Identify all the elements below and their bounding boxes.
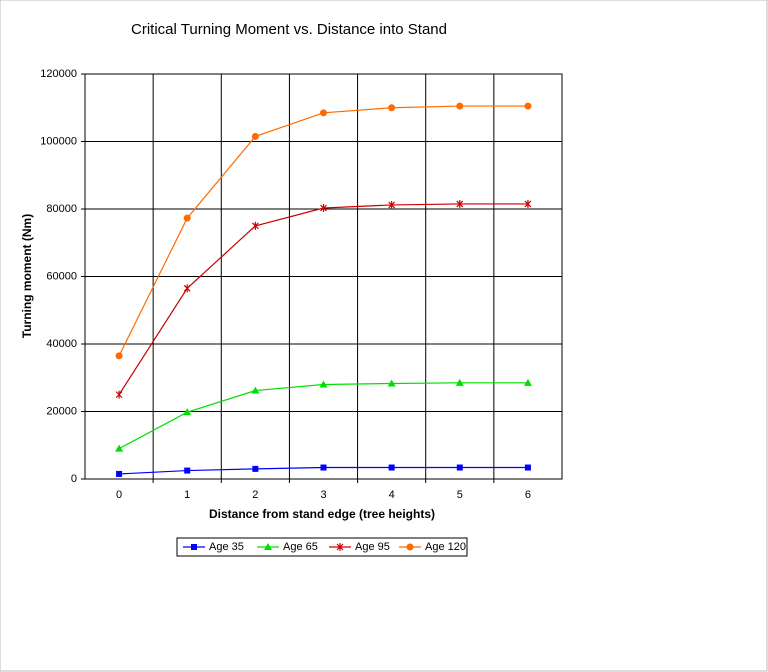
legend-label: Age 65 bbox=[283, 541, 318, 553]
x-tick-label: 3 bbox=[320, 489, 326, 501]
chart-title: Critical Turning Moment vs. Distance int… bbox=[131, 21, 447, 38]
legend-marker bbox=[406, 543, 414, 551]
marker bbox=[251, 386, 260, 394]
marker bbox=[387, 379, 396, 387]
marker bbox=[320, 464, 327, 471]
marker bbox=[251, 221, 259, 230]
legend-label: Age 35 bbox=[209, 541, 244, 553]
marker bbox=[252, 465, 259, 472]
y-tick-label: 40000 bbox=[46, 338, 77, 350]
marker bbox=[115, 352, 123, 360]
marker bbox=[524, 199, 532, 208]
marker bbox=[388, 200, 396, 209]
marker bbox=[388, 104, 396, 112]
y-tick-label: 100000 bbox=[40, 135, 77, 147]
marker bbox=[115, 390, 123, 399]
marker bbox=[455, 378, 464, 386]
marker bbox=[523, 378, 532, 386]
marker bbox=[183, 408, 192, 416]
legend-label: Age 120 bbox=[425, 541, 466, 553]
marker bbox=[251, 132, 259, 140]
x-tick-label: 6 bbox=[525, 489, 531, 501]
x-tick-label: 4 bbox=[389, 489, 395, 501]
y-tick-label: 120000 bbox=[40, 68, 77, 80]
plot-border bbox=[84, 73, 563, 480]
legend-marker bbox=[264, 543, 272, 550]
legend-box bbox=[176, 537, 468, 557]
x-tick-label: 2 bbox=[252, 489, 258, 501]
marker bbox=[183, 214, 191, 222]
legend-marker bbox=[336, 543, 344, 551]
marker bbox=[524, 102, 532, 110]
x-tick-label: 5 bbox=[457, 489, 463, 501]
y-tick-label: 0 bbox=[71, 473, 77, 485]
marker bbox=[524, 464, 531, 471]
marker bbox=[116, 470, 123, 477]
legend-label: Age 95 bbox=[355, 541, 390, 553]
y-tick-label: 80000 bbox=[46, 203, 77, 215]
marker bbox=[320, 203, 327, 212]
marker bbox=[388, 464, 395, 471]
x-tick-label: 0 bbox=[116, 489, 122, 501]
y-tick-label: 20000 bbox=[46, 405, 77, 417]
marker bbox=[319, 380, 328, 388]
marker bbox=[184, 467, 191, 474]
marker bbox=[456, 199, 464, 208]
marker bbox=[320, 109, 327, 117]
y-tick-label: 60000 bbox=[46, 270, 77, 282]
marker bbox=[115, 444, 124, 452]
x-tick-label: 1 bbox=[184, 489, 190, 501]
x-axis-label: Distance from stand edge (tree heights) bbox=[209, 507, 435, 521]
y-axis-label: Turning moment (Nm) bbox=[20, 214, 34, 338]
marker bbox=[456, 464, 463, 471]
legend-marker bbox=[191, 544, 197, 550]
marker bbox=[456, 102, 464, 110]
marker bbox=[183, 284, 191, 293]
